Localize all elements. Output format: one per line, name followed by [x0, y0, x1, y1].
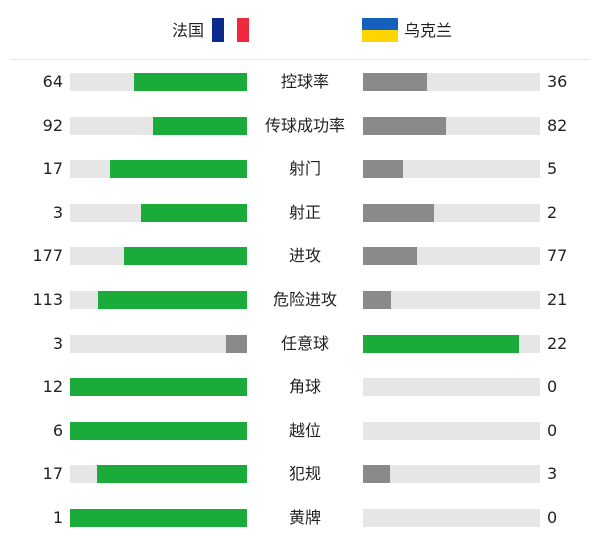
stat-row: 17 犯规 3 — [0, 464, 600, 484]
home-stat-value: 3 — [52, 202, 63, 222]
away-stat-fill — [363, 203, 434, 222]
home-stat-bar — [70, 160, 247, 179]
away-stat-fill — [363, 247, 417, 266]
away-stat-value: 0 — [547, 377, 558, 397]
home-stat-value: 177 — [32, 246, 63, 266]
home-stat-value: 92 — [42, 115, 63, 135]
stat-label: 越位 — [288, 420, 321, 440]
away-stat-fill — [363, 465, 390, 484]
stat-label: 控球率 — [280, 72, 329, 91]
home-stat-fill — [133, 73, 247, 91]
stat-label: 危险进攻 — [272, 290, 337, 309]
home-stat-fill — [153, 116, 247, 135]
away-stat-value: 0 — [547, 508, 558, 527]
home-stat-fill — [123, 247, 247, 266]
home-stat-bar — [70, 465, 247, 484]
home-stat-fill — [70, 378, 247, 397]
home-stat-fill — [225, 334, 247, 353]
away-stat-value: 2 — [547, 202, 558, 222]
home-stat-bar — [70, 334, 247, 353]
home-stat-fill — [96, 465, 247, 484]
away-stat-fill — [363, 334, 519, 353]
away-stat-bar — [363, 465, 540, 484]
home-stat-value: 1 — [52, 508, 63, 527]
away-stat-value: 36 — [547, 72, 568, 91]
away-stat-bar — [363, 73, 540, 91]
home-stat-value: 17 — [42, 464, 63, 484]
away-stat-bar — [363, 116, 540, 135]
france-flag-icon — [212, 18, 249, 42]
match-header: 法国 乌克兰 — [0, 0, 600, 60]
stat-row: 113 危险进攻 21 — [0, 290, 600, 310]
home-stat-value: 64 — [42, 72, 63, 91]
home-stat-bar — [70, 291, 247, 309]
stat-row: 6 越位 0 — [0, 421, 600, 441]
stat-row: 1 黄牌 0 — [0, 508, 600, 528]
away-stat-bar — [363, 334, 540, 353]
away-stat-fill — [363, 116, 447, 135]
home-stat-fill — [70, 421, 247, 440]
away-stat-value: 82 — [547, 115, 568, 135]
away-stat-bar — [363, 160, 540, 179]
stat-row: 3 任意球 22 — [0, 334, 600, 354]
home-stat-value: 6 — [52, 420, 63, 440]
stat-label: 射门 — [288, 159, 321, 179]
home-stat-bar — [70, 247, 247, 266]
stat-row: 12 角球 0 — [0, 377, 600, 397]
away-stat-bar — [363, 291, 540, 309]
home-team-name: 法国 — [172, 21, 205, 40]
away-stat-value: 21 — [547, 290, 568, 309]
home-stat-fill — [140, 203, 247, 222]
stat-label: 射正 — [288, 202, 321, 222]
home-stat-bar — [70, 509, 247, 527]
away-team-name: 乌克兰 — [404, 21, 453, 40]
away-stat-fill — [363, 291, 391, 309]
away-stat-bar — [363, 247, 540, 266]
stat-label: 进攻 — [288, 246, 321, 266]
away-stat-bar — [363, 203, 540, 222]
home-stat-bar — [70, 203, 247, 222]
away-stat-value: 22 — [547, 333, 568, 353]
away-stat-bar — [363, 421, 540, 440]
home-stat-bar — [70, 73, 247, 91]
home-stat-value: 3 — [52, 333, 63, 353]
home-stat-fill — [70, 509, 247, 527]
stat-row: 177 进攻 77 — [0, 246, 600, 266]
home-stat-value: 17 — [42, 159, 63, 179]
away-stat-value: 77 — [547, 246, 568, 266]
ukraine-flag-icon — [362, 18, 398, 42]
away-stat-fill — [363, 73, 427, 91]
home-stat-fill — [97, 291, 247, 309]
header-divider — [10, 59, 590, 60]
stat-label: 黄牌 — [288, 508, 321, 527]
home-stat-bar — [70, 421, 247, 440]
away-stat-fill — [363, 160, 404, 179]
home-stat-value: 12 — [42, 377, 63, 397]
stat-row: 17 射门 5 — [0, 159, 600, 179]
away-stat-bar — [363, 509, 540, 527]
home-stat-value: 113 — [32, 290, 63, 309]
away-stat-value: 0 — [547, 420, 558, 440]
stat-label: 角球 — [288, 377, 321, 397]
stat-label: 犯规 — [288, 464, 321, 484]
away-stat-value: 3 — [547, 464, 558, 484]
home-stat-fill — [110, 160, 247, 179]
home-stat-bar — [70, 116, 247, 135]
away-stat-value: 5 — [547, 159, 558, 179]
stat-label: 任意球 — [280, 333, 329, 353]
away-stat-bar — [363, 378, 540, 397]
stat-label: 传球成功率 — [264, 115, 345, 135]
stat-row: 3 射正 2 — [0, 203, 600, 223]
home-stat-bar — [70, 378, 247, 397]
stat-row: 92 传球成功率 82 — [0, 116, 600, 136]
stat-row: 64 控球率 36 — [0, 72, 600, 92]
